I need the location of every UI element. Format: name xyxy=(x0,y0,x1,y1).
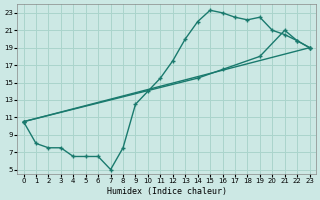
X-axis label: Humidex (Indice chaleur): Humidex (Indice chaleur) xyxy=(107,187,227,196)
